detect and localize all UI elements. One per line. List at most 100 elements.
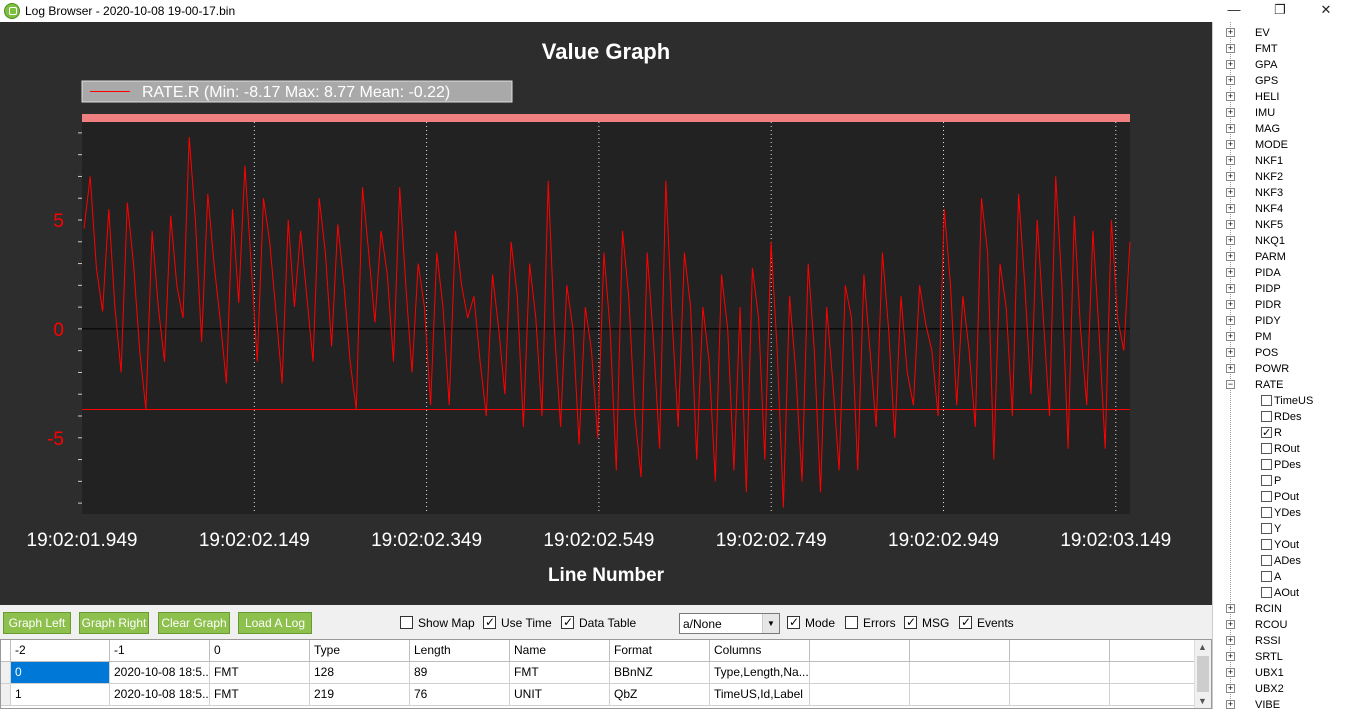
tree-item-label[interactable]: MODE xyxy=(1255,139,1288,151)
tree-item-label[interactable]: PARM xyxy=(1255,251,1286,263)
tree-item-label[interactable]: POS xyxy=(1255,347,1279,359)
tree-item-label[interactable]: NKF3 xyxy=(1255,187,1284,199)
tree-field-item[interactable]: POut xyxy=(1261,489,1299,505)
table-cell[interactable] xyxy=(810,684,910,706)
tree-field-item[interactable]: A xyxy=(1261,569,1281,585)
field-checkbox[interactable] xyxy=(1261,442,1272,454)
tree-field-label[interactable]: POut xyxy=(1274,491,1300,503)
tree-field-item[interactable]: P xyxy=(1261,473,1281,489)
column-header[interactable] xyxy=(1110,640,1196,662)
expand-icon[interactable]: + xyxy=(1226,603,1235,613)
tree-field-item[interactable]: ADes xyxy=(1261,553,1301,569)
column-header[interactable]: Columns xyxy=(710,640,810,662)
expand-icon[interactable]: + xyxy=(1226,235,1235,245)
use-time-checkbox[interactable]: Use Time xyxy=(483,615,552,630)
table-cell[interactable]: FMT xyxy=(510,662,610,684)
field-checkbox[interactable] xyxy=(1261,522,1272,534)
tree-field-label[interactable]: A xyxy=(1274,571,1282,583)
tree-item-label[interactable]: NKF4 xyxy=(1255,203,1284,215)
expand-icon[interactable]: + xyxy=(1226,635,1235,645)
column-header[interactable] xyxy=(810,640,910,662)
table-cell[interactable]: Type,Length,Na... xyxy=(710,662,810,684)
tree-item-label[interactable]: RCIN xyxy=(1255,603,1282,615)
mode-checkbox[interactable]: Mode xyxy=(787,615,835,630)
row-header[interactable] xyxy=(1,684,11,706)
tree-field-item[interactable]: R xyxy=(1261,425,1282,441)
field-checkbox[interactable] xyxy=(1261,425,1272,441)
expand-icon[interactable]: + xyxy=(1226,667,1235,677)
checkbox-box[interactable] xyxy=(845,616,858,629)
tree-field-label[interactable]: RDes xyxy=(1274,411,1302,423)
tree-item-label[interactable]: GPA xyxy=(1255,59,1278,71)
clear-graph-button[interactable]: Clear Graph xyxy=(158,612,230,634)
column-header[interactable]: 0 xyxy=(210,640,310,662)
tree-field-item[interactable]: ROut xyxy=(1261,441,1300,457)
column-header[interactable]: -1 xyxy=(110,640,210,662)
table-cell[interactable]: 1 xyxy=(11,684,110,706)
expand-icon[interactable]: + xyxy=(1226,171,1235,181)
table-cell[interactable] xyxy=(1110,662,1196,684)
tree-item-label[interactable]: NKF5 xyxy=(1255,219,1284,231)
log-data-table[interactable]: -2 -1 0 Type Length Name Format Columns … xyxy=(0,639,1212,709)
tree-item-label[interactable]: PIDP xyxy=(1255,283,1281,295)
table-cell[interactable]: UNIT xyxy=(510,684,610,706)
chevron-up-icon[interactable]: ▲ xyxy=(1198,642,1207,652)
table-row[interactable]: 0 2020-10-08 18:5... FMT 128 89 FMT BBnN… xyxy=(1,662,1196,684)
expand-icon[interactable]: + xyxy=(1226,283,1235,293)
tree-item-label[interactable]: HELI xyxy=(1255,91,1280,103)
field-checkbox[interactable] xyxy=(1261,570,1272,582)
tree-item-label[interactable]: VIBE xyxy=(1255,699,1281,709)
checkbox-box[interactable] xyxy=(904,615,917,629)
table-row[interactable]: 1 2020-10-08 18:5... FMT 219 76 UNIT QbZ… xyxy=(1,684,1196,706)
expand-icon[interactable]: + xyxy=(1226,219,1235,229)
value-graph-panel[interactable]: Value Graph RATE.R (Min: -8.17 Max: 8.77… xyxy=(0,22,1212,605)
tree-field-label[interactable]: Y xyxy=(1274,523,1282,535)
expand-icon[interactable]: + xyxy=(1226,363,1235,373)
table-cell[interactable]: 89 xyxy=(410,662,510,684)
chart-legend[interactable]: RATE.R (Min: -8.17 Max: 8.77 Mean: -0.22… xyxy=(81,80,513,103)
column-header[interactable]: Type xyxy=(310,640,410,662)
expand-icon[interactable]: + xyxy=(1226,315,1235,325)
expand-icon[interactable]: + xyxy=(1226,683,1235,693)
expand-icon[interactable]: + xyxy=(1226,331,1235,341)
tree-field-item[interactable]: TimeUS xyxy=(1261,393,1313,409)
tree-field-item[interactable]: RDes xyxy=(1261,409,1302,425)
expand-icon[interactable]: + xyxy=(1226,203,1235,213)
expand-icon[interactable]: + xyxy=(1226,27,1235,37)
table-cell[interactable]: TimeUS,Id,Label xyxy=(710,684,810,706)
tree-item-label[interactable]: NKQ1 xyxy=(1255,235,1285,247)
tree-item-label[interactable]: SRTL xyxy=(1255,651,1283,663)
tree-item-label[interactable]: NKF1 xyxy=(1255,155,1284,167)
table-cell[interactable] xyxy=(810,662,910,684)
field-checkbox[interactable] xyxy=(1261,554,1272,566)
tree-item-label[interactable]: EV xyxy=(1255,27,1270,39)
show-map-checkbox[interactable]: Show Map xyxy=(400,616,475,630)
tree-item-label[interactable]: GPS xyxy=(1255,75,1279,87)
table-cell[interactable] xyxy=(1010,684,1110,706)
table-cell[interactable]: FMT xyxy=(210,662,310,684)
tree-field-item[interactable]: YDes xyxy=(1261,505,1301,521)
expand-icon[interactable]: + xyxy=(1226,91,1235,101)
row-header[interactable] xyxy=(1,662,11,684)
field-checkbox[interactable] xyxy=(1261,490,1272,502)
graph-left-button[interactable]: Graph Left xyxy=(3,612,71,634)
expand-icon[interactable]: + xyxy=(1226,59,1235,69)
expand-icon[interactable]: + xyxy=(1226,187,1235,197)
table-cell[interactable] xyxy=(1010,662,1110,684)
tree-field-label[interactable]: PDes xyxy=(1274,459,1301,471)
tree-item-label[interactable]: UBX2 xyxy=(1255,683,1284,695)
scrollbar-thumb[interactable] xyxy=(1197,656,1209,692)
message-tree[interactable]: + EV + FMT + GPA + GPS + HELI + IMU + MAG + MODE + NKF1 + N… xyxy=(1212,22,1349,709)
events-checkbox[interactable]: Events xyxy=(959,615,1014,630)
data-table-checkbox[interactable]: Data Table xyxy=(561,615,636,630)
tree-item-label[interactable]: POWR xyxy=(1255,363,1290,375)
tree-item-label[interactable]: NKF2 xyxy=(1255,171,1284,183)
tree-item-label[interactable]: IMU xyxy=(1255,107,1276,119)
table-cell[interactable] xyxy=(910,684,1010,706)
load-log-button[interactable]: Load A Log xyxy=(238,612,312,634)
tree-item-label[interactable]: UBX1 xyxy=(1255,667,1284,679)
tree-field-item[interactable]: AOut xyxy=(1261,585,1299,601)
minimize-button[interactable]: — xyxy=(1227,2,1241,17)
table-cell[interactable]: 2020-10-08 18:5... xyxy=(110,662,210,684)
tree-field-label[interactable]: ADes xyxy=(1274,555,1301,567)
